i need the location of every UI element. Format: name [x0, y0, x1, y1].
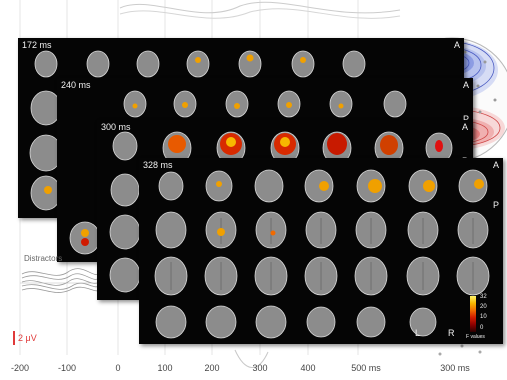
distractors-label: Distractors	[24, 254, 63, 263]
time-axis-tick: 300	[252, 363, 268, 373]
erp-waveform-bundle	[21, 268, 101, 293]
activation-blobs	[216, 179, 484, 236]
panel-time-label: 328 ms	[143, 160, 173, 170]
brain-structure-lines	[170, 218, 474, 290]
time-axis-tick: 0	[115, 363, 121, 373]
time-axis-tick: -200	[10, 363, 30, 373]
activation-blobs	[168, 133, 443, 155]
colorbar-tick: 32	[480, 294, 487, 300]
voltage-scale-bar	[13, 331, 15, 345]
panel-time-label: 172 ms	[22, 40, 52, 50]
time-axis-tick: -100	[57, 363, 77, 373]
colorbar-title: F values	[466, 334, 485, 340]
activation-blobs	[44, 54, 306, 194]
panel-time-label: 300 ms	[101, 122, 131, 132]
brain-slices-row-2	[155, 211, 489, 249]
anterior-label: A	[492, 160, 499, 170]
waveform-trace-top	[119, 1, 401, 14]
anterior-label: A	[462, 80, 469, 90]
brain-slices-panel-328ms: 328 ms A P L R	[139, 158, 503, 344]
time-axis-tick: 400	[300, 363, 316, 373]
posterior-label: P	[462, 114, 469, 124]
topography-time-label: 300 ms	[440, 363, 470, 373]
waveform-trace-bottom	[234, 349, 269, 368]
anterior-label: A	[453, 40, 460, 50]
posterior-label: P	[492, 200, 499, 210]
left-hemisphere-label: L	[415, 328, 421, 338]
brain-slice-grid	[154, 169, 490, 339]
brain-slice-grid	[29, 50, 366, 211]
right-hemisphere-label: R	[448, 328, 455, 338]
brain-slices-row-4	[155, 305, 437, 339]
f-value-colorbar	[470, 296, 476, 332]
colorbar-tick: 10	[480, 314, 487, 320]
colorbar-tick: 0	[480, 325, 484, 331]
anterior-label: A	[461, 122, 468, 132]
brain-slices-row-3	[154, 256, 490, 296]
panel-time-label: 240 ms	[61, 80, 91, 90]
time-axis-tick: 500 ms	[351, 363, 381, 373]
waveform-trace-top-2	[119, 8, 401, 19]
time-axis-tick: 200	[204, 363, 220, 373]
voltage-scale-label: 2 μV	[18, 333, 37, 343]
brain-slice-grid	[69, 90, 407, 255]
colorbar-tick: 20	[480, 304, 487, 310]
activation-blobs	[81, 102, 344, 237]
time-axis-tick: 100	[157, 363, 173, 373]
